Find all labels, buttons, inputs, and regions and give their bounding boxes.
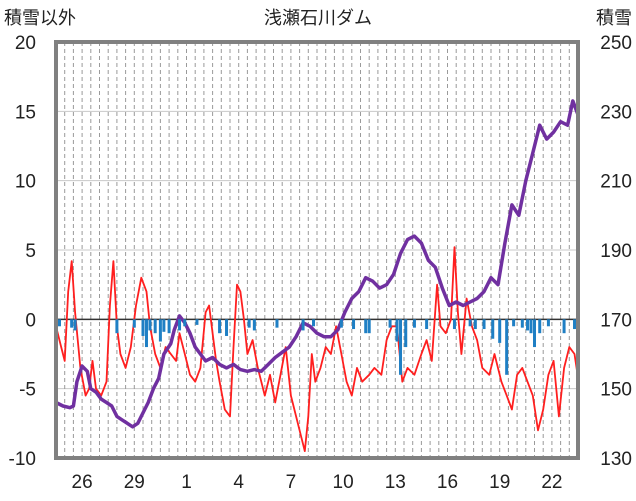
y-left-tick-label: -5 [19, 380, 36, 401]
bar-31 [425, 319, 429, 330]
x-tick-label: 7 [286, 472, 297, 493]
bar-3 [115, 319, 119, 334]
bar-41 [526, 319, 530, 331]
bar-21 [312, 319, 316, 327]
bar-29 [404, 319, 408, 348]
bar-6 [144, 319, 148, 348]
bar-47 [573, 319, 577, 330]
x-tick-label: 26 [72, 472, 93, 493]
bar-39 [512, 319, 516, 327]
y-left-axis: 20 15 10 5 0 -5 -10 [9, 33, 36, 470]
x-tick-label: 22 [541, 472, 562, 493]
y-left-tick-label: 10 [15, 172, 36, 193]
y-right-tick-label: 190 [600, 241, 632, 262]
plot-area [55, 99, 580, 452]
bar-2 [73, 319, 77, 331]
bar-17 [247, 319, 251, 328]
x-tick-label: 19 [489, 472, 510, 493]
bar-16 [225, 319, 229, 336]
x-tick-label: 1 [181, 472, 192, 493]
bar-27 [395, 319, 399, 342]
bar-42 [529, 319, 533, 334]
x-tick-label: 10 [333, 472, 354, 493]
bar-0 [57, 319, 61, 327]
y-right-tick-label: 250 [600, 33, 632, 54]
y-left-tick-label: 20 [15, 33, 36, 54]
bar-5 [141, 319, 145, 336]
series-1 [55, 99, 580, 429]
bar-13 [183, 319, 187, 327]
bar-45 [546, 319, 550, 327]
x-axis: 26 29 1 4 7 10 13 16 19 22 [72, 472, 563, 493]
bar-43 [533, 319, 536, 348]
right-axis-title: 積雪 [596, 8, 632, 28]
y-left-tick-label: 5 [25, 241, 36, 262]
bar-34 [473, 319, 477, 330]
y-right-axis: 250 230 210 190 170 150 130 [600, 33, 632, 470]
y-right-tick-label: 230 [600, 102, 632, 123]
bar-46 [562, 319, 566, 334]
x-tick-label: 4 [233, 472, 244, 493]
y-right-tick-label: 170 [600, 310, 632, 331]
bar-8 [153, 319, 157, 334]
y-left-tick-label: 0 [25, 310, 36, 331]
bar-9 [158, 319, 162, 342]
bar-4 [132, 319, 136, 328]
bar-7 [148, 319, 152, 331]
bar-18 [252, 319, 256, 331]
plot-frame [54, 40, 580, 460]
bar-15 [218, 319, 222, 334]
bar-33 [468, 319, 472, 327]
grid [56, 41, 578, 459]
bar-40 [520, 319, 524, 328]
y-right-tick-label: 130 [600, 449, 632, 470]
series-2 [57, 319, 577, 375]
bar-37 [498, 319, 502, 343]
bar-44 [538, 319, 542, 334]
bar-19 [275, 319, 279, 328]
y-right-tick-label: 210 [600, 172, 632, 193]
y-left-tick-label: 15 [15, 102, 36, 123]
series-line-1 [55, 99, 580, 429]
bar-11 [167, 319, 171, 334]
bar-38 [505, 319, 509, 375]
bar-24 [364, 319, 368, 334]
bar-20 [301, 319, 305, 331]
bar-12 [178, 319, 182, 331]
chart-title: 浅瀬石川ダム [264, 8, 372, 28]
bar-32 [452, 319, 456, 330]
x-tick-label: 16 [437, 472, 458, 493]
bar-25 [367, 319, 371, 334]
bar-1 [70, 319, 74, 328]
x-tick-label: 13 [385, 472, 406, 493]
bar-35 [482, 319, 486, 330]
series-line-0 [55, 246, 579, 452]
y-left-tick-label: -10 [9, 449, 36, 470]
series-0 [55, 246, 579, 452]
bar-22 [339, 319, 343, 328]
left-axis-title: 積雪以外 [4, 8, 76, 28]
bar-28 [399, 319, 403, 375]
y-right-tick-label: 150 [600, 380, 632, 401]
bar-26 [388, 319, 392, 328]
bar-10 [162, 319, 166, 332]
bar-30 [412, 319, 416, 328]
bar-14 [195, 319, 199, 325]
bar-23 [352, 319, 356, 330]
x-tick-label: 29 [124, 472, 145, 493]
bar-36 [491, 319, 495, 339]
